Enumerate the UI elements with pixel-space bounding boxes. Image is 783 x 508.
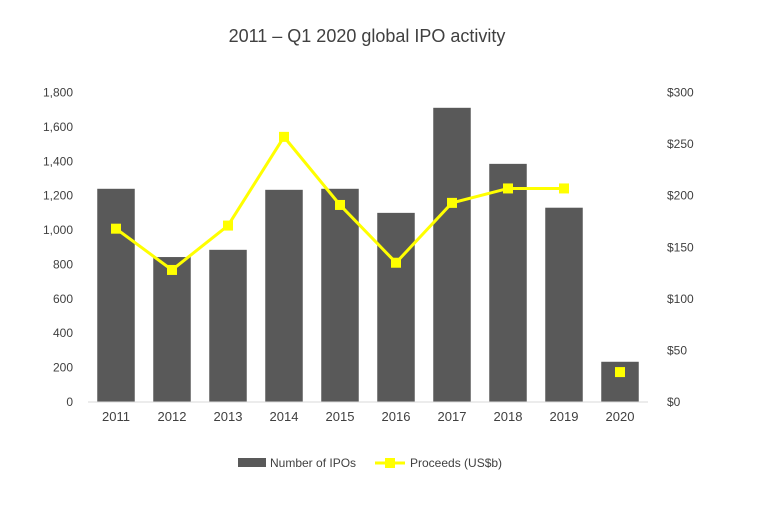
bar-2014	[265, 189, 303, 402]
bar-series	[97, 107, 639, 403]
bar-2019	[545, 207, 583, 402]
left-tick-label: 1,200	[43, 189, 73, 203]
x-tick-label: 2018	[494, 409, 523, 424]
right-tick-label: $0	[667, 395, 681, 409]
x-tick-label: 2012	[158, 409, 187, 424]
right-axis: $0 $50 $100 $150 $200 $250 $300	[667, 86, 694, 410]
bar-2011	[97, 188, 135, 402]
x-tick-label: 2015	[326, 409, 355, 424]
right-tick-label: $50	[667, 343, 687, 357]
proceeds-marker-2011	[111, 223, 121, 234]
bar-2015	[321, 188, 359, 402]
right-tick-label: $300	[667, 86, 694, 100]
x-tick-label: 2020	[606, 409, 635, 424]
left-tick-label: 1,000	[43, 223, 73, 237]
bar-2013	[209, 249, 247, 402]
x-tick-label: 2017	[438, 409, 467, 424]
legend: Number of IPOs Proceeds (US$b)	[238, 456, 502, 470]
proceeds-marker-2015	[335, 199, 345, 210]
bar-2016	[377, 212, 415, 402]
left-tick-label: 1,800	[43, 86, 73, 100]
left-tick-label: 800	[53, 257, 73, 271]
left-tick-label: 1,600	[43, 120, 73, 134]
legend-label-ipos: Number of IPOs	[270, 456, 356, 470]
left-axis: 0 200 400 600 800 1,000 1,200 1,400 1,600 1,800	[43, 86, 73, 410]
chart-title: 2011 – Q1 2020 global IPO activity	[229, 26, 506, 46]
proceeds-marker-2014	[279, 131, 289, 142]
left-tick-label: 1,400	[43, 154, 73, 168]
x-tick-label: 2016	[382, 409, 411, 424]
left-tick-label: 600	[53, 292, 73, 306]
x-tick-label: 2014	[270, 409, 299, 424]
right-tick-label: $150	[667, 240, 694, 254]
x-tick-label: 2011	[102, 409, 130, 424]
legend-swatch-proceeds-marker	[385, 458, 395, 468]
proceeds-marker-2019	[559, 183, 569, 194]
proceeds-marker-2020	[615, 367, 625, 378]
bar-2017	[433, 107, 471, 403]
proceeds-marker-2016	[391, 257, 401, 268]
bar-2018	[489, 163, 527, 402]
proceeds-marker-2018	[503, 183, 513, 194]
proceeds-marker-2017	[447, 197, 457, 208]
proceeds-marker-2012	[167, 264, 177, 275]
legend-label-proceeds: Proceeds (US$b)	[410, 456, 502, 470]
bar-2012	[153, 257, 191, 402]
right-tick-label: $200	[667, 189, 694, 203]
left-tick-label: 0	[66, 395, 73, 409]
legend-swatch-ipos	[238, 458, 266, 467]
x-axis: 2011 2012 2013 2014 2015 2016 2017 2018 2019 2020	[102, 409, 634, 424]
x-tick-label: 2019	[550, 409, 579, 424]
right-tick-label: $100	[667, 292, 694, 306]
left-tick-label: 400	[53, 326, 73, 340]
right-tick-label: $250	[667, 137, 694, 151]
left-tick-label: 200	[53, 361, 73, 375]
proceeds-marker-2013	[223, 220, 233, 231]
line-series	[111, 131, 625, 378]
x-tick-label: 2013	[214, 409, 243, 424]
